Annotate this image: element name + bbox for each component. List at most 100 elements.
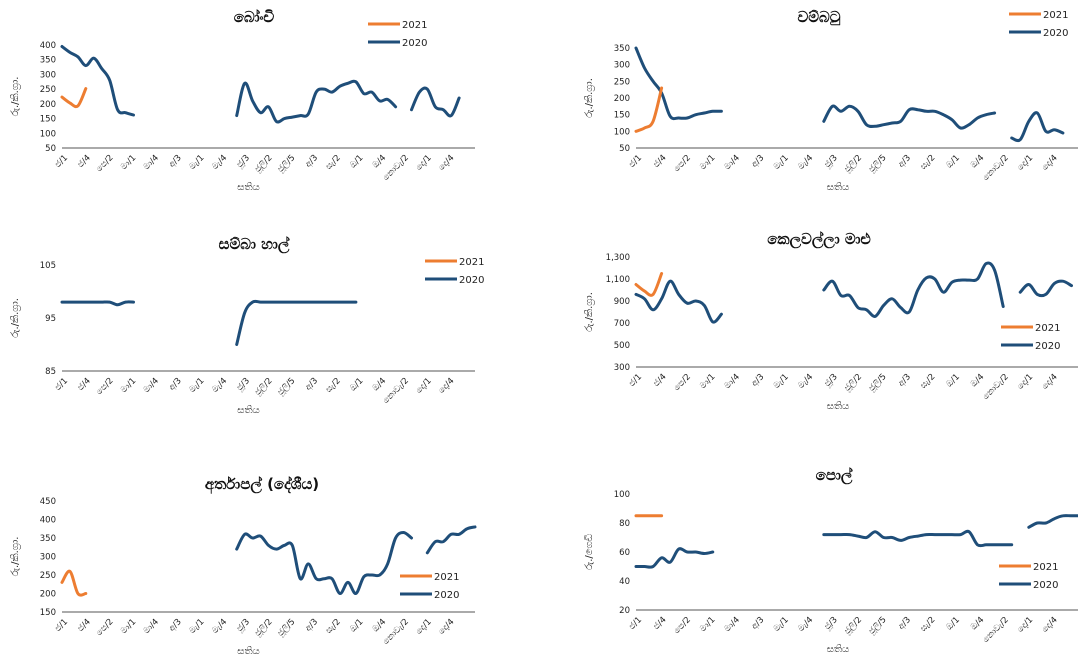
y-tick-label: 200	[614, 94, 630, 104]
x-tick-label: ජූලි/2	[253, 617, 275, 639]
series-line-2020	[634, 279, 723, 324]
x-tick-label: නොවැ/2	[981, 372, 1011, 402]
x-tick-label: ඔ/1	[945, 615, 962, 632]
x-tick-label: මැ/1	[188, 153, 207, 172]
chart-title: කෙලවල්ලා මාළු	[767, 230, 871, 249]
legend-label: 2020	[1035, 341, 1060, 352]
x-tick-label: මැ/1	[188, 617, 207, 636]
y-tick-label: 300	[614, 61, 630, 71]
legend-label: 2020	[434, 590, 459, 601]
x-tick-label: අ/3	[303, 617, 320, 634]
x-tick-label: ඔ/4	[969, 372, 986, 389]
x-tick-label: සැ/2	[324, 617, 343, 636]
y-tick-label: 300	[40, 553, 56, 563]
y-tick-label: 1,300	[606, 253, 630, 263]
legend-label: 2020	[1043, 28, 1068, 39]
x-tick-label: මා/1	[119, 153, 138, 172]
y-tick-label: 400	[40, 41, 56, 51]
y-axis-label: රු./ගෙඩි	[583, 533, 595, 570]
y-tick-label: 1,100	[606, 275, 630, 285]
chart-title: වම්බටු	[797, 8, 840, 26]
x-tick-label: ඔ/1	[348, 617, 365, 634]
legend-label: 2020	[1033, 580, 1058, 591]
x-tick-label: ජ/4	[652, 615, 669, 632]
y-tick-label: 100	[40, 129, 56, 139]
series-line-2020	[1010, 111, 1065, 143]
y-tick-label: 105	[40, 261, 56, 271]
x-axis-label: සතිය	[827, 644, 850, 655]
x-tick-label: දෙ/1	[414, 376, 434, 396]
chart-panel: වම්බටු 50 100 150 200 250 300 350 ජ/1 ජ/4 පෙ/2 මා/1…	[583, 8, 1078, 193]
x-tick-label: දෙ/4	[437, 617, 457, 637]
x-tick-label: ජ/1	[627, 372, 644, 389]
x-tick-label: මැ/4	[210, 376, 229, 395]
x-tick-label: ජ/1	[53, 376, 70, 393]
x-tick-label: ජූ/3	[823, 372, 840, 389]
series-line-2021	[60, 569, 88, 597]
x-tick-label: මැ/4	[796, 615, 815, 634]
x-tick-label: දෙ/1	[414, 153, 434, 173]
x-tick-label: පෙ/2	[672, 615, 693, 636]
x-tick-label: මා/4	[142, 153, 161, 172]
x-tick-label: ජූ/3	[235, 617, 252, 634]
x-tick-label: ඔ/4	[371, 617, 388, 634]
x-tick-label: මා/4	[142, 617, 161, 636]
y-tick-label: 250	[40, 571, 56, 581]
series-line-2020	[235, 299, 358, 346]
x-tick-label: ජූලි/2	[253, 153, 275, 175]
x-tick-label: මා/1	[698, 153, 717, 172]
x-tick-label: දෙ/4	[1040, 153, 1060, 173]
y-tick-label: 150	[40, 115, 56, 125]
y-tick-label: 150	[614, 111, 630, 121]
x-tick-label: ඔ/1	[945, 153, 962, 170]
x-tick-label: ඔ/1	[348, 153, 365, 170]
x-tick-label: ජූ/3	[235, 376, 252, 393]
x-tick-label: මැ/1	[188, 376, 207, 395]
x-tick-label: මැ/4	[210, 153, 229, 172]
x-tick-label: අ/3	[750, 615, 767, 632]
x-tick-label: ඔ/4	[371, 153, 388, 170]
y-tick-label: 20	[619, 606, 630, 616]
x-tick-label: ජූලි/2	[842, 372, 864, 394]
x-tick-label: ඔ/4	[969, 153, 986, 170]
x-tick-label: ඔ/1	[348, 376, 365, 393]
legend-label: 2021	[434, 572, 459, 583]
x-tick-label: මා/4	[723, 372, 742, 391]
x-tick-label: අ/3	[750, 372, 767, 389]
y-tick-label: 50	[619, 144, 630, 154]
y-tick-label: 350	[614, 44, 630, 54]
y-tick-label: 500	[614, 341, 630, 351]
y-tick-label: 150	[40, 608, 56, 618]
x-tick-label: මා/1	[119, 617, 138, 636]
x-tick-label: ජූලි/2	[842, 153, 864, 175]
series-line-2020	[235, 531, 413, 595]
series-line-2021	[634, 272, 664, 297]
x-tick-label: සැ/2	[919, 372, 938, 391]
x-tick-label: අ/3	[167, 376, 184, 393]
y-axis-label: රු./කි.ග්‍රා.	[9, 77, 21, 117]
legend-label: 2021	[459, 257, 484, 268]
x-tick-label: අ/3	[896, 153, 913, 170]
chart-title: පොල්	[816, 466, 854, 485]
y-tick-label: 250	[614, 77, 630, 87]
x-tick-label: මා/1	[698, 615, 717, 634]
y-axis-label: රු./කි.ග්‍රා.	[583, 292, 595, 332]
x-tick-label: නොවැ/2	[981, 615, 1011, 645]
y-tick-label: 250	[40, 85, 56, 95]
x-tick-label: ජ/4	[76, 376, 93, 393]
y-tick-label: 60	[619, 548, 630, 558]
x-tick-label: මැ/4	[796, 153, 815, 172]
chart-panel: අර්තාපල් (දේශීය) 150 200 250 300 350 400 450 ජ/1…	[9, 475, 477, 657]
x-tick-label: දෙ/1	[1016, 372, 1036, 392]
x-axis-label: සතිය	[237, 646, 260, 657]
x-tick-label: ජ/1	[53, 153, 70, 170]
x-tick-label: ජ/1	[627, 153, 644, 170]
y-tick-label: 40	[619, 577, 630, 587]
x-tick-label: ඔ/1	[945, 372, 962, 389]
x-tick-label: දෙ/1	[1016, 615, 1036, 635]
x-tick-label: දෙ/4	[437, 153, 457, 173]
y-tick-label: 50	[45, 144, 56, 154]
x-tick-label: සැ/2	[919, 615, 938, 634]
